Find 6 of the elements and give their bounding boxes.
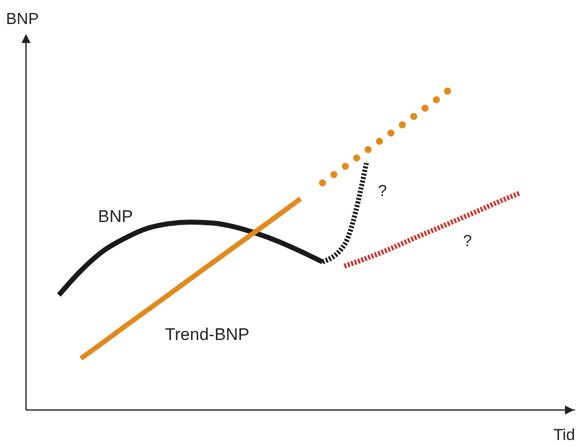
series-label: BNP <box>98 207 133 226</box>
series-label: Trend-BNP <box>165 325 250 344</box>
y-axis-title: BNP <box>6 11 39 28</box>
annotation: ? <box>378 183 387 200</box>
x-axis-title: Tid <box>553 427 575 444</box>
annotation: ? <box>463 233 472 250</box>
